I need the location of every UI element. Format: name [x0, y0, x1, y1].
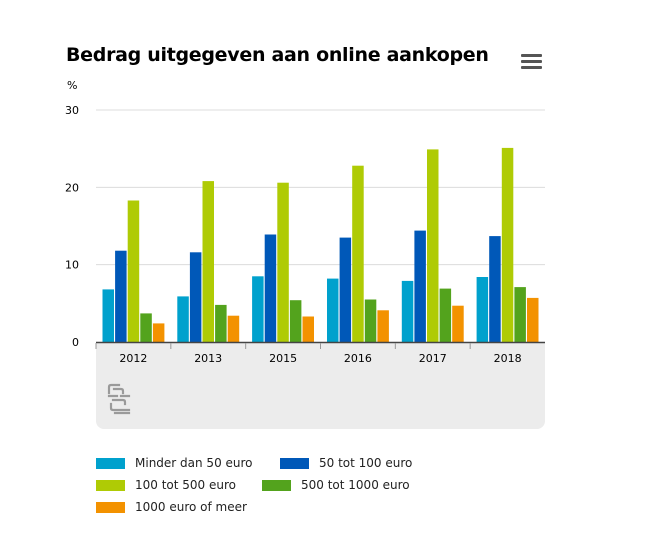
legend-item[interactable]: 500 tot 1000 euro [262, 478, 410, 492]
bar[interactable] [439, 288, 452, 342]
bar[interactable] [252, 276, 264, 342]
x-axis-background-panel [96, 343, 545, 429]
gridlines [96, 109, 545, 266]
y-axis-ticks: 0 10 20 30 [65, 104, 79, 349]
x-tick-label: 2017 [419, 352, 447, 365]
bar-series [102, 147, 539, 343]
y-axis-unit-label: % [67, 79, 78, 92]
x-tick-label: 2013 [194, 352, 222, 365]
x-tick-label: 2015 [269, 352, 297, 365]
y-tick-label: 10 [65, 259, 79, 272]
chart-title: Bedrag uitgegeven aan online aankopen [66, 44, 489, 66]
legend-swatch [96, 501, 125, 513]
bar[interactable] [102, 289, 115, 342]
bar[interactable] [115, 250, 127, 342]
bar[interactable] [189, 252, 202, 342]
y-tick-label: 30 [65, 104, 79, 117]
bar[interactable] [414, 230, 426, 342]
bar[interactable] [377, 310, 389, 342]
bar[interactable] [327, 278, 339, 342]
bar[interactable] [264, 234, 277, 343]
hamburger-menu-icon[interactable] [521, 54, 542, 70]
bar[interactable] [452, 305, 464, 342]
legend-item[interactable]: Minder dan 50 euro [96, 456, 253, 470]
x-tick-label: 2012 [119, 352, 147, 365]
bar[interactable] [289, 300, 302, 342]
bar[interactable] [401, 280, 414, 342]
bar[interactable] [202, 181, 215, 342]
x-tick-label: 2016 [344, 352, 372, 365]
bar[interactable] [215, 304, 227, 342]
y-tick-label: 0 [72, 336, 79, 349]
legend-swatch [96, 457, 125, 469]
bar[interactable] [352, 165, 364, 342]
bar[interactable] [339, 237, 352, 342]
x-axis-ticks: 2012 2013 2015 2016 2017 2018 [95, 343, 522, 365]
cbs-logo-icon [107, 383, 131, 415]
bar[interactable] [302, 316, 315, 343]
legend-label: 50 tot 100 euro [319, 456, 413, 470]
bar[interactable] [152, 323, 165, 342]
bar[interactable] [177, 296, 189, 342]
legend-item[interactable]: 50 tot 100 euro [280, 456, 412, 470]
legend-label: 500 tot 1000 euro [301, 478, 410, 492]
legend-swatch [280, 457, 309, 469]
bar[interactable] [501, 147, 514, 342]
legend-label: 100 tot 500 euro [135, 478, 237, 492]
bar[interactable] [514, 287, 526, 342]
bar[interactable] [140, 313, 152, 342]
bar[interactable] [476, 277, 489, 342]
legend-item[interactable]: 1000 euro of meer [96, 500, 247, 514]
y-tick-label: 20 [65, 181, 79, 194]
bar[interactable] [489, 236, 501, 342]
bar[interactable] [127, 200, 140, 343]
legend-item[interactable]: 100 tot 500 euro [96, 478, 236, 492]
bar[interactable] [364, 299, 377, 343]
legend-label: 1000 euro of meer [135, 500, 247, 514]
bar[interactable] [527, 297, 539, 342]
bar[interactable] [277, 182, 289, 342]
legend-label: Minder dan 50 euro [135, 456, 253, 470]
x-tick-label: 2018 [494, 352, 522, 365]
legend-swatch [96, 479, 125, 491]
legend-swatch [262, 479, 291, 491]
bar[interactable] [227, 315, 240, 342]
bar[interactable] [427, 149, 439, 342]
